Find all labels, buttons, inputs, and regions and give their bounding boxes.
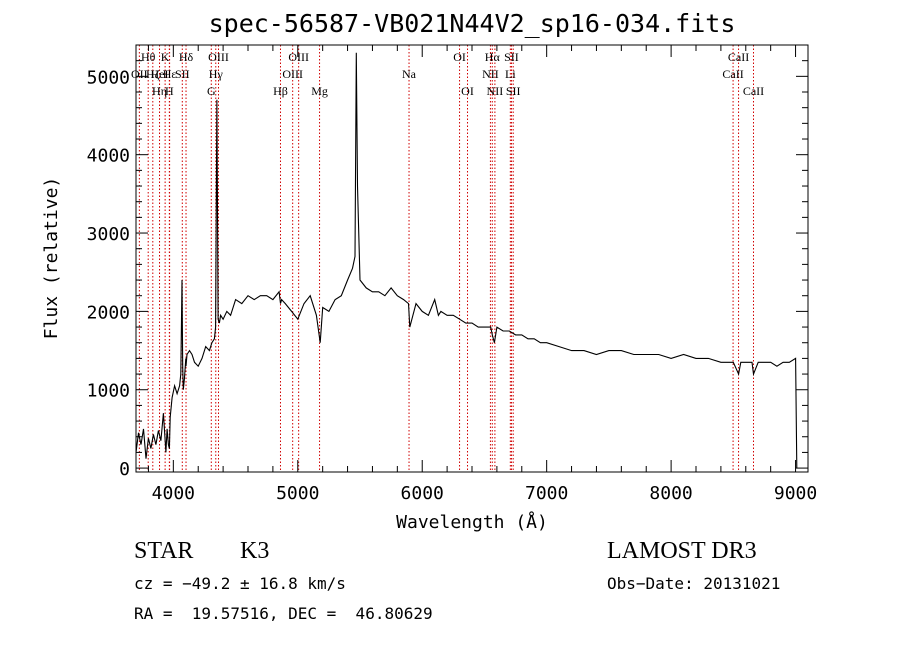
line-label: K [161,50,170,64]
line-label: CaII [743,84,764,98]
line-label: HeI [151,67,169,81]
line-label: H [165,84,174,98]
emission-line-markers [138,45,754,472]
line-label: Hθ [141,50,156,64]
line-label: NII [487,84,504,98]
line-label: SII [504,50,519,64]
x-tick-label: 5000 [276,483,319,504]
y-tick-label: 1000 [87,381,130,402]
line-label: SII [175,67,190,81]
line-label: Hβ [273,84,288,98]
line-label: Hζ [146,67,160,81]
axis-tick-labels: 4000 5000 6000 7000 8000 9000 0 1000 2000 3000 400… [87,67,818,504]
y-axis-label: Flux (relative) [41,177,62,340]
y-tick-label: 3000 [87,224,130,245]
chart-title: spec-56587-VB021N44V2_sp16-034.fits [209,9,736,38]
y-tick-label: 0 [119,459,130,480]
line-label: Hε [163,67,177,81]
x-tick-label: 4000 [152,483,195,504]
line-label: Hη [152,84,167,98]
line-label: OIII [288,50,309,64]
line-label: OI [461,84,474,98]
line-label: SII [506,84,521,98]
line-label: NII [482,67,499,81]
line-label: OII [131,67,148,81]
line-label: CaII [722,67,743,81]
line-label: Li [505,67,516,81]
x-tick-label: 6000 [401,483,444,504]
y-tick-label: 5000 [87,67,130,88]
plot-frame [135,44,809,473]
survey-name: LAMOST DR3 [607,538,757,564]
x-tick-label: 8000 [649,483,692,504]
line-label: Na [402,67,417,81]
line-label: CaII [728,50,749,64]
line-label: OIII [208,50,229,64]
line-label: OI [453,50,466,64]
line-label: Mg [311,84,328,98]
line-label: Hα [485,50,501,64]
line-label: G [207,84,216,98]
coordinates-ra-dec: RA = 19.57516, DEC = 46.80629 [134,604,433,623]
y-tick-label: 2000 [87,302,130,323]
redshift-cz: cz = −49.2 ± 16.8 km/s [134,574,346,593]
object-subclass: K3 [240,538,270,564]
axis-ticks [136,44,808,472]
x-axis-label: Wavelength (Å) [396,511,548,533]
line-label: Hγ [209,67,224,81]
line-label: OIII [282,67,303,81]
x-tick-label: 7000 [525,483,568,504]
observation-date: Obs−Date: 20131021 [607,574,781,593]
y-tick-label: 4000 [87,146,130,167]
spectrum-line [135,52,798,469]
line-label: Hδ [179,50,194,64]
x-tick-label: 9000 [774,483,817,504]
object-class: STAR [134,538,194,564]
